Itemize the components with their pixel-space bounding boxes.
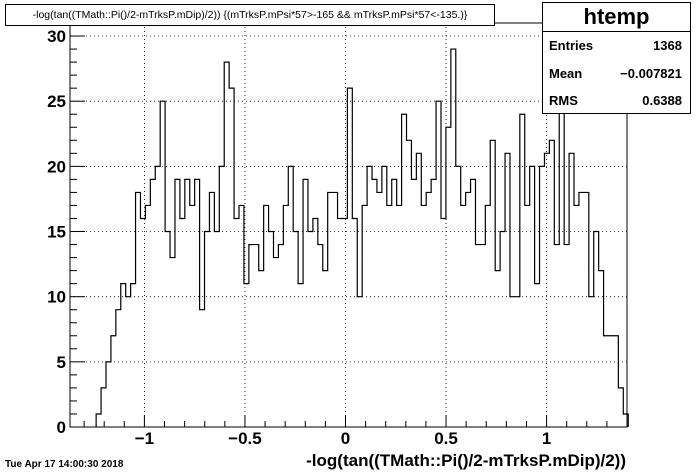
mean-label: Mean: [549, 65, 583, 81]
timestamp: Tue Apr 17 14:00:30 2018: [5, 459, 124, 470]
y-tick-label: 30: [47, 27, 66, 46]
y-tick-label: 0: [57, 418, 66, 437]
x-axis-title: -log(tan((TMath::Pi()/2-mTrksP.mDip)/2)): [306, 451, 626, 470]
x-tick-label: −0.5: [228, 429, 262, 448]
rms-value: 0.6388: [642, 93, 682, 109]
rms-label: RMS: [549, 93, 578, 109]
stats-row-mean: Mean −0.007821: [543, 60, 690, 88]
stats-row-entries: Entries 1368: [543, 32, 690, 60]
y-tick-label: 10: [47, 288, 66, 307]
histogram-outline: [95, 48, 629, 427]
axis-ticks: [70, 22, 608, 428]
y-tick-label: 5: [57, 353, 66, 372]
y-tick-label: 20: [47, 157, 66, 176]
entries-label: Entries: [549, 38, 594, 54]
x-tick-label: 1: [542, 429, 551, 448]
x-tick-label: −1: [135, 429, 154, 448]
x-tick-label: 0: [341, 429, 350, 448]
stats-histogram-name: htemp: [543, 3, 690, 32]
y-tick-label: 15: [47, 223, 66, 242]
y-tick-label: 25: [47, 92, 66, 111]
stats-box: htemp Entries 1368 Mean −0.007821 RMS 0.…: [542, 2, 691, 114]
entries-value: 1368: [653, 38, 682, 54]
mean-value: −0.007821: [620, 65, 682, 81]
chart-title: -log(tan((TMath::Pi()/2-mTrksP.mDip)/2))…: [5, 4, 495, 26]
stats-row-rms: RMS 0.6388: [543, 87, 690, 115]
x-tick-label: 0.5: [434, 429, 458, 448]
